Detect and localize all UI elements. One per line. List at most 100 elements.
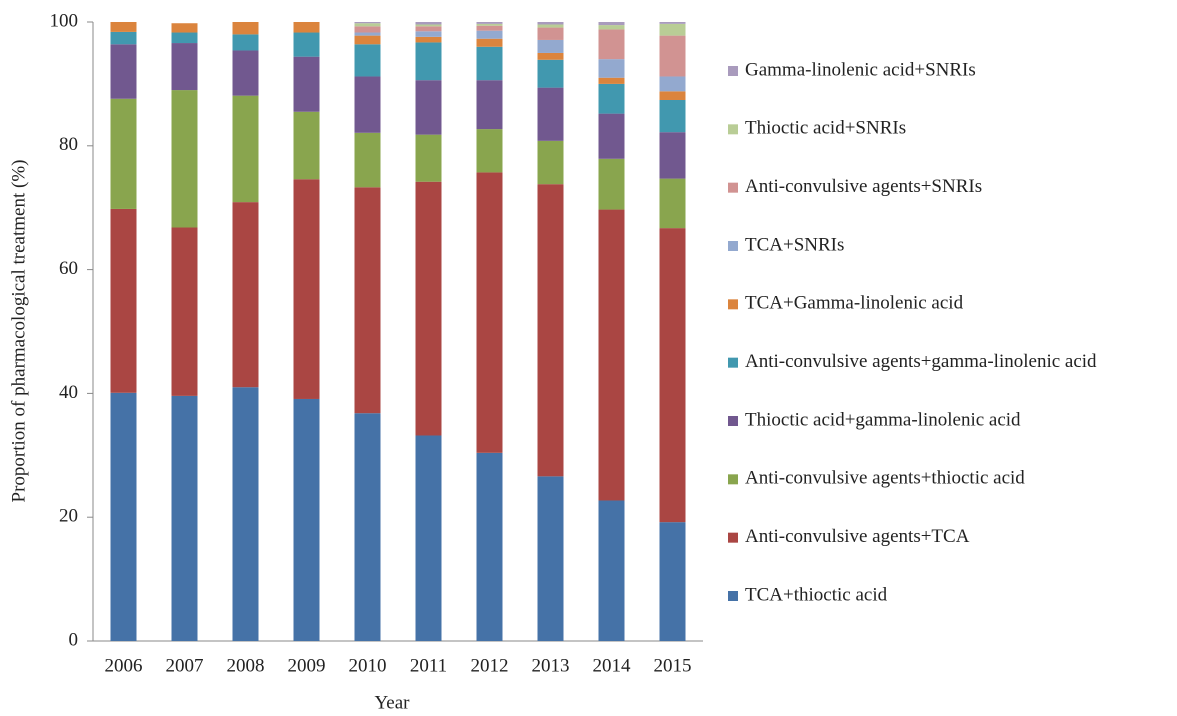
legend-label: Anti-convulsive agents+gamma-linolenic a… <box>745 351 1097 372</box>
bar-segment <box>232 50 259 96</box>
bar-segment <box>110 208 137 393</box>
bar-segment <box>171 90 198 228</box>
legend-swatch <box>728 182 738 193</box>
x-tick-label: 2009 <box>288 655 326 676</box>
bar-segment <box>476 452 503 641</box>
x-tick-label: 2012 <box>471 655 509 676</box>
y-tick-label: 40 <box>59 382 78 403</box>
bar-segment <box>415 80 442 135</box>
bar-segment <box>476 38 503 47</box>
bar-segment <box>354 413 381 641</box>
bar-segment <box>598 22 625 26</box>
bar-segment <box>232 22 259 35</box>
bar-segment <box>354 26 381 33</box>
bar-segment <box>171 23 198 33</box>
bar-segment <box>110 44 137 99</box>
bar-segment <box>110 392 137 641</box>
legend-label: Thioctic acid+SNRIs <box>745 118 906 139</box>
bar-segment <box>476 172 503 453</box>
bar-segment <box>415 31 442 37</box>
bar-segment <box>415 134 442 182</box>
bar-segment <box>537 59 564 88</box>
legend-label: Thioctic acid+gamma-linolenic acid <box>745 409 1021 430</box>
y-tick-label: 60 <box>59 258 78 279</box>
bar-segment <box>354 187 381 414</box>
legend-swatch <box>728 591 738 601</box>
legend-swatch <box>728 124 738 135</box>
bar-segment <box>293 22 320 33</box>
x-tick-label: 2006 <box>105 655 143 676</box>
bar-segment <box>659 178 686 229</box>
bar-segment <box>537 140 564 185</box>
bar-segment <box>232 95 259 203</box>
bar-segment <box>476 46 503 81</box>
bar-segment <box>293 111 320 180</box>
bar-segment <box>659 35 686 77</box>
bar-segment <box>293 179 320 399</box>
legend-swatch <box>728 532 738 543</box>
bar-segment <box>354 32 381 36</box>
bar-segment <box>537 27 564 40</box>
legend-label: Gamma-linolenic acid+SNRIs <box>745 59 976 80</box>
bar-segment <box>598 77 625 84</box>
bar-segment <box>476 22 503 24</box>
bar-segment <box>354 44 381 77</box>
bar-segment <box>598 83 625 114</box>
bar-segment <box>476 80 503 130</box>
bar-segment <box>537 52 564 60</box>
legend-label: TCA+Gamma-linolenic acid <box>745 293 964 314</box>
y-tick-label: 100 <box>50 10 79 31</box>
y-tick-label: 80 <box>59 134 78 155</box>
bar-segment <box>659 22 686 24</box>
x-tick-label: 2015 <box>654 655 692 676</box>
bar-segment <box>598 158 625 210</box>
bar-segment <box>659 132 686 179</box>
legend-label: TCA+thioctic acid <box>745 584 888 605</box>
y-tick-label: 0 <box>69 629 79 650</box>
x-tick-label: 2011 <box>410 655 447 676</box>
bar-segment <box>476 25 503 31</box>
x-tick-label: 2008 <box>227 655 265 676</box>
bar-segment <box>598 209 625 501</box>
legend-label: Anti-convulsive agents+thioctic acid <box>745 468 1025 489</box>
bar-segment <box>659 99 686 133</box>
bar-segment <box>598 59 625 78</box>
bar-segment <box>293 398 320 641</box>
bar-segment <box>476 129 503 173</box>
bar-segment <box>476 30 503 39</box>
bar-segment <box>354 76 381 133</box>
legend-swatch <box>728 299 738 310</box>
y-axis-title: Proportion of pharmacological treatment … <box>8 160 29 503</box>
legend-swatch <box>728 357 738 368</box>
legend-label: Anti-convulsive agents+SNRIs <box>745 176 982 197</box>
x-tick-label: 2007 <box>166 655 204 676</box>
bar-segment <box>171 32 198 44</box>
bar-segment <box>354 35 381 45</box>
legend-label: Anti-convulsive agents+TCA <box>745 526 970 547</box>
y-tick-label: 20 <box>59 506 78 527</box>
legend-swatch <box>728 416 738 426</box>
bar-segment <box>537 87 564 141</box>
bar-segment <box>171 43 198 91</box>
bar-segment <box>537 476 564 641</box>
bar-segment <box>415 26 442 32</box>
bar-segment <box>110 31 137 45</box>
bar-segment <box>659 23 686 36</box>
bar-segment <box>659 76 686 92</box>
x-axis-title: Year <box>374 692 410 713</box>
bar-segment <box>598 29 625 60</box>
bar-segment <box>598 113 625 159</box>
legend-swatch <box>728 66 738 76</box>
bar-segment <box>415 42 442 81</box>
legend-swatch <box>728 474 738 485</box>
bar-segment <box>171 395 198 641</box>
bar-segment <box>232 34 259 51</box>
bar-segment <box>232 387 259 641</box>
bar-segment <box>598 25 625 30</box>
bar-segment <box>232 202 259 388</box>
bar-segment <box>415 24 442 27</box>
bar-segment <box>537 24 564 28</box>
legend-label: TCA+SNRIs <box>745 234 844 255</box>
bar-segment <box>110 98 137 209</box>
